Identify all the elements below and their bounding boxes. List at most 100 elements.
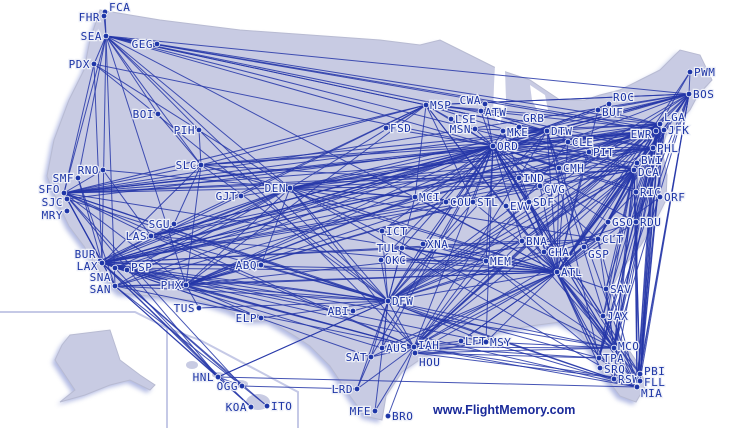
airport-cha[interactable]: CHA — [540, 245, 570, 260]
airport-dot[interactable] — [481, 100, 489, 108]
airport-dot[interactable] — [367, 353, 375, 361]
airport-bro[interactable]: BRO — [384, 409, 414, 424]
airport-iah[interactable]: IAH — [410, 338, 440, 353]
airport-pit[interactable]: PIT — [585, 145, 615, 160]
airport-dot[interactable] — [197, 161, 205, 169]
airport-pih[interactable]: PIH — [172, 123, 203, 138]
airport-dot[interactable] — [471, 125, 479, 133]
airport-sna[interactable]: SNA — [88, 264, 119, 285]
airport-dot[interactable] — [632, 218, 640, 226]
airport-dfw[interactable]: DFW — [384, 294, 414, 309]
airport-jax[interactable]: JAX — [599, 309, 629, 324]
airport-mco[interactable]: MCO — [610, 339, 640, 354]
airport-jfk[interactable]: JFK — [660, 123, 690, 138]
airport-dot[interactable] — [502, 202, 510, 210]
airport-fll[interactable]: FLL — [636, 375, 666, 390]
airport-dot[interactable] — [63, 195, 71, 203]
airport-pdx[interactable]: PDX — [67, 57, 98, 72]
airport-dot[interactable] — [111, 282, 119, 290]
airport-mry[interactable]: MRY — [40, 207, 71, 223]
airport-dot[interactable] — [237, 192, 245, 200]
airport-dot[interactable] — [602, 285, 610, 293]
airport-dot[interactable] — [422, 101, 430, 109]
airport-gso[interactable]: GSO — [604, 215, 634, 230]
airport-dot[interactable] — [649, 144, 657, 152]
airport-dot[interactable] — [182, 281, 190, 289]
airport-dot[interactable] — [398, 244, 406, 252]
airport-ito[interactable]: ITO — [263, 399, 293, 414]
airport-tus[interactable]: TUS — [172, 301, 203, 316]
airport-dot[interactable] — [685, 90, 693, 98]
airport-slc[interactable]: SLC — [174, 158, 205, 173]
airport-abq[interactable]: ABQ — [234, 258, 265, 273]
airport-dot[interactable] — [63, 207, 71, 215]
airport-dot[interactable] — [349, 307, 357, 315]
airport-dot[interactable] — [636, 370, 644, 378]
airport-dot[interactable] — [257, 314, 265, 322]
airport-xna[interactable]: XNA — [419, 237, 449, 252]
airport-dot[interactable] — [99, 166, 107, 174]
airport-dot[interactable] — [525, 198, 533, 206]
airport-bos[interactable]: BOS — [685, 87, 715, 102]
airport-bwi[interactable]: BWI — [633, 153, 663, 168]
airport-sav[interactable]: SAV — [602, 282, 632, 297]
airport-cou[interactable]: COU — [442, 195, 472, 210]
airport-cmh[interactable]: CMH — [555, 161, 585, 176]
airport-dtw[interactable]: DTW — [543, 124, 573, 139]
airport-dot[interactable] — [377, 256, 385, 264]
airport-lrd[interactable]: LRD — [330, 382, 361, 397]
airport-sat[interactable]: SAT — [344, 350, 375, 365]
airport-dot[interactable] — [540, 248, 548, 256]
airport-dot[interactable] — [153, 40, 161, 48]
airport-dot[interactable] — [102, 32, 110, 40]
airport-dot[interactable] — [656, 193, 664, 201]
airport-dot[interactable] — [154, 110, 162, 118]
airport-rno[interactable]: RNO — [76, 163, 107, 178]
airport-phx[interactable]: PHX — [159, 278, 190, 293]
airport-psp[interactable]: PSP — [123, 260, 153, 275]
airport-cvg[interactable]: CVG — [536, 182, 566, 197]
airport-dot[interactable] — [100, 12, 108, 20]
airport-mem[interactable]: MEM — [482, 254, 512, 269]
airport-ogg[interactable]: OGG — [215, 379, 246, 394]
airport-ord[interactable]: ORD — [489, 139, 519, 154]
airport-dot[interactable] — [195, 304, 203, 312]
airport-atl[interactable]: ATL — [553, 265, 583, 280]
airport-dot[interactable] — [384, 297, 392, 305]
airport-msp[interactable]: MSP — [422, 98, 452, 113]
airport-fsd[interactable]: FSD — [382, 121, 412, 136]
airport-dot[interactable] — [371, 407, 379, 415]
airport-dot[interactable] — [555, 164, 563, 172]
airport-dot[interactable] — [636, 377, 644, 385]
airport-boi[interactable]: BOI — [131, 107, 162, 122]
airport-aus[interactable]: AUS — [378, 341, 408, 356]
airport-koa[interactable]: KOA — [224, 400, 255, 415]
airport-dot[interactable] — [518, 237, 526, 245]
airport-clt[interactable]: CLT — [594, 232, 624, 247]
airport-dot[interactable] — [536, 182, 544, 190]
airport-abi[interactable]: ABI — [326, 304, 357, 319]
airport-dot[interactable] — [652, 127, 660, 135]
airport-dot[interactable] — [499, 127, 507, 135]
airport-stl[interactable]: STL — [469, 195, 499, 210]
airport-dot[interactable] — [457, 337, 465, 345]
airport-dot[interactable] — [123, 266, 131, 274]
airport-lft[interactable]: LFT — [457, 334, 487, 349]
airport-dot[interactable] — [447, 115, 455, 123]
airport-pbi[interactable]: PBI — [636, 364, 666, 379]
airport-dot[interactable] — [605, 100, 613, 108]
airport-hnl[interactable]: HNL — [191, 370, 222, 385]
airport-den[interactable]: DEN — [263, 181, 294, 196]
airport-dot[interactable] — [656, 120, 664, 128]
airport-dot[interactable] — [382, 124, 390, 132]
airport-dot[interactable] — [247, 403, 255, 411]
airport-gsp[interactable]: GSP — [580, 243, 610, 262]
airport-dca[interactable]: DCA — [630, 165, 660, 180]
airport-atw[interactable]: ATW — [477, 105, 507, 120]
airport-hou[interactable]: HOU — [411, 349, 441, 370]
airport-dot[interactable] — [633, 159, 641, 167]
airport-dot[interactable] — [596, 364, 604, 372]
airport-dot[interactable] — [238, 382, 246, 390]
airport-dot[interactable] — [515, 174, 523, 182]
airport-dot[interactable] — [90, 60, 98, 68]
